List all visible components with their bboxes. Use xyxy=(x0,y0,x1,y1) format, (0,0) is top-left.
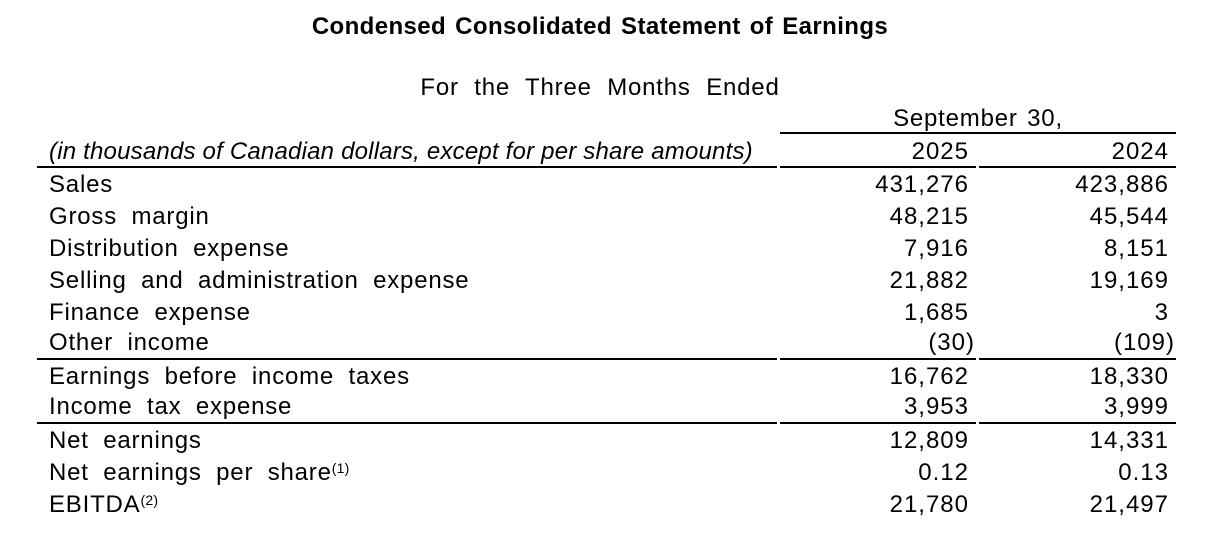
row-label: Income tax expense xyxy=(37,392,777,424)
value-2024: 14,331 xyxy=(1089,427,1169,454)
row-label-text: Distribution expense xyxy=(49,235,290,262)
table-row: Net earnings 12,809 14,331 xyxy=(37,424,1176,456)
value-2025: 3,953 xyxy=(780,392,976,424)
units-note: (in thousands of Canadian dollars, excep… xyxy=(37,134,777,168)
value-2024: 3 xyxy=(1154,299,1169,326)
value-2025: 48,215 xyxy=(889,203,969,230)
value-2025: 21,780 xyxy=(889,491,969,518)
table-row: Other income (30) (109) xyxy=(37,328,1176,360)
value-2024: 21,497 xyxy=(1089,491,1169,518)
table-row: Earnings before income taxes 16,762 18,3… xyxy=(37,360,1176,392)
row-label: Sales xyxy=(37,168,777,200)
column-header-row: (in thousands of Canadian dollars, excep… xyxy=(37,134,1176,168)
row-label: Distribution expense xyxy=(37,232,777,264)
date-header-row: September 30, xyxy=(37,104,1176,134)
value-2025: 7,916 xyxy=(903,235,969,262)
value-2025: 1,685 xyxy=(903,299,969,326)
row-label: Other income xyxy=(37,328,777,360)
column-header-2025: 2025 xyxy=(780,134,976,168)
table-row: EBITDA(2) 21,780 21,497 xyxy=(37,488,1176,520)
row-label: EBITDA(2) xyxy=(37,488,777,520)
value-2024: 18,330 xyxy=(1089,363,1169,390)
row-label: Net earnings xyxy=(37,424,777,456)
row-label-text: Net earnings per share xyxy=(49,459,332,486)
value-2025: 16,762 xyxy=(889,363,969,390)
row-label: Finance expense xyxy=(37,296,777,328)
row-label-text: Selling and administration expense xyxy=(49,267,470,294)
value-2024: (109) xyxy=(979,328,1176,360)
row-label-text: Net earnings xyxy=(49,427,202,454)
row-label: Earnings before income taxes xyxy=(37,360,777,392)
row-label-text: Finance expense xyxy=(49,299,251,326)
period-heading: For the Three Months Ended xyxy=(420,74,780,101)
date-header-spacer xyxy=(37,104,777,134)
row-label: Gross margin xyxy=(37,200,777,232)
value-2024: 3,999 xyxy=(979,392,1176,424)
table-row: Gross margin 48,215 45,544 xyxy=(37,200,1176,232)
row-label-text: Gross margin xyxy=(49,203,210,230)
value-2024: 19,169 xyxy=(1089,267,1169,294)
table-row: Sales 431,276 423,886 xyxy=(37,168,1176,200)
document-title: Condensed Consolidated Statement of Earn… xyxy=(311,13,889,40)
value-2025: (30) xyxy=(780,328,976,360)
row-label-text: Earnings before income taxes xyxy=(49,363,410,390)
date-heading: September 30, xyxy=(780,104,1176,134)
row-label-text: Sales xyxy=(49,171,114,198)
value-2025: 0.12 xyxy=(918,459,969,486)
table-row: Selling and administration expense 21,88… xyxy=(37,264,1176,296)
value-2024: 423,886 xyxy=(1075,171,1169,198)
value-2024: 45,544 xyxy=(1089,203,1169,230)
heading-block: Condensed Consolidated Statement of Earn… xyxy=(20,0,1180,103)
table-row: Income tax expense 3,953 3,999 xyxy=(37,392,1176,424)
row-label-text: Other income xyxy=(49,329,210,356)
table-row: Finance expense 1,685 3 xyxy=(37,296,1176,328)
table-row: Net earnings per share(1) 0.12 0.13 xyxy=(37,456,1176,488)
footnote-marker: (2) xyxy=(140,492,159,508)
row-label: Net earnings per share(1) xyxy=(37,456,777,488)
value-2025: 21,882 xyxy=(889,267,969,294)
value-2025: 431,276 xyxy=(875,171,969,198)
earnings-table-body: Sales 431,276 423,886 Gross margin 48,21… xyxy=(37,168,1176,520)
value-2025: 12,809 xyxy=(889,427,969,454)
value-2024: 0.13 xyxy=(1118,459,1169,486)
value-2024: 8,151 xyxy=(1103,235,1169,262)
row-label-text: EBITDA xyxy=(49,491,141,518)
footnote-marker: (1) xyxy=(331,460,350,476)
row-label-text: Income tax expense xyxy=(49,393,293,420)
earnings-table: September 30, (in thousands of Canadian … xyxy=(34,104,1179,520)
row-label: Selling and administration expense xyxy=(37,264,777,296)
column-header-2024: 2024 xyxy=(979,134,1176,168)
table-row: Distribution expense 7,916 8,151 xyxy=(37,232,1176,264)
